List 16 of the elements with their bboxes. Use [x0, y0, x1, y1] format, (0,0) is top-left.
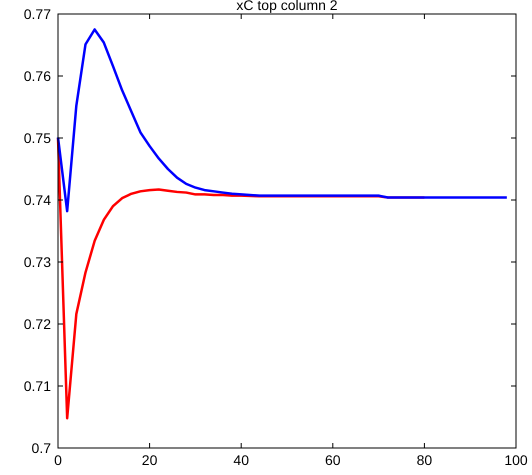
y-tick-label: 0.74 — [24, 192, 52, 208]
x-tick-label: 20 — [142, 452, 158, 468]
chart-title: xC top column 2 — [236, 0, 338, 13]
line-series — [56, 28, 508, 212]
x-tick-label: 40 — [233, 452, 250, 468]
x-tick-label: 80 — [416, 452, 432, 468]
x-tick-label: 60 — [325, 452, 341, 468]
y-tick-label: 0.72 — [24, 316, 52, 332]
y-tick-label: 0.75 — [24, 130, 52, 146]
y-tick-label: 0.7 — [32, 440, 52, 456]
y-tick-label: 0.73 — [24, 254, 52, 270]
y-tick-label: 0.71 — [24, 378, 52, 394]
y-tick-label: 0.77 — [24, 6, 52, 22]
x-tick-label: 100 — [504, 452, 528, 468]
x-tick-label: 0 — [54, 452, 62, 468]
y-tick-label: 0.76 — [24, 68, 52, 84]
